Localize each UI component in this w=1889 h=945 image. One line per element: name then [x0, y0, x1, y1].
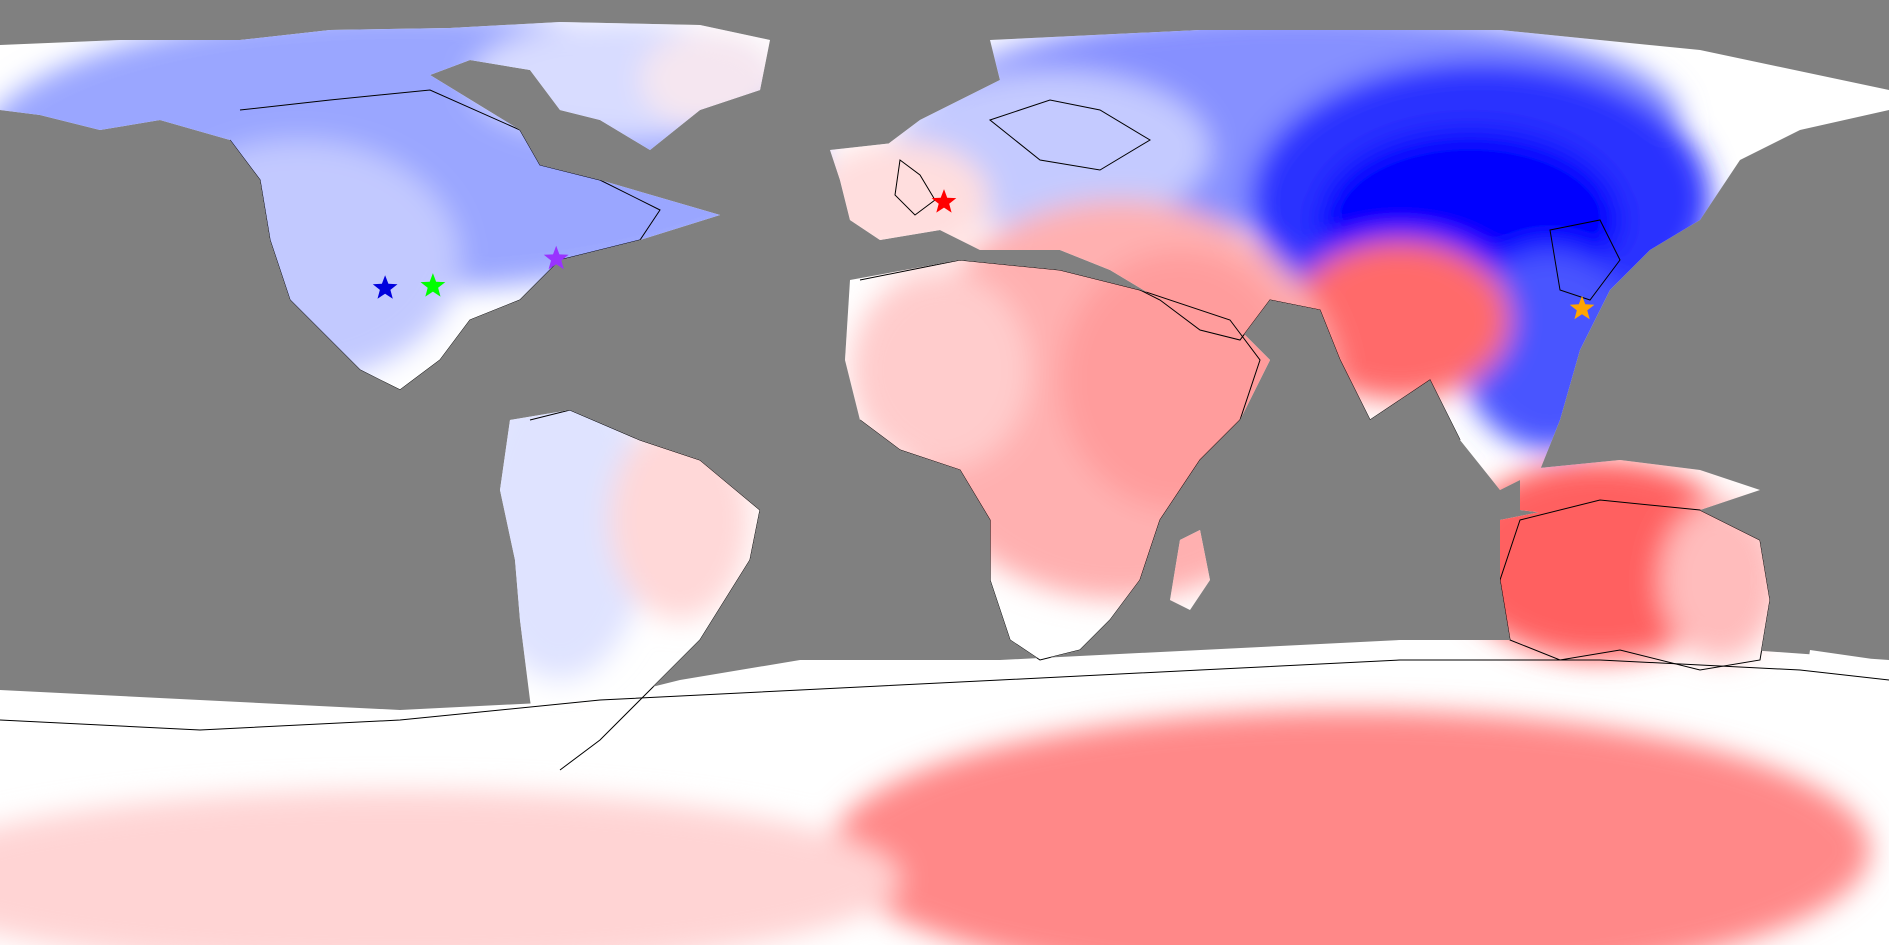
coastlines — [0, 89, 1889, 771]
shanghai-star — [1569, 295, 1595, 320]
location-markers — [372, 189, 1595, 320]
london-star — [931, 189, 957, 213]
new-york-star — [543, 245, 569, 270]
new-mexico-star — [372, 275, 398, 299]
oklahoma-star — [420, 273, 446, 297]
